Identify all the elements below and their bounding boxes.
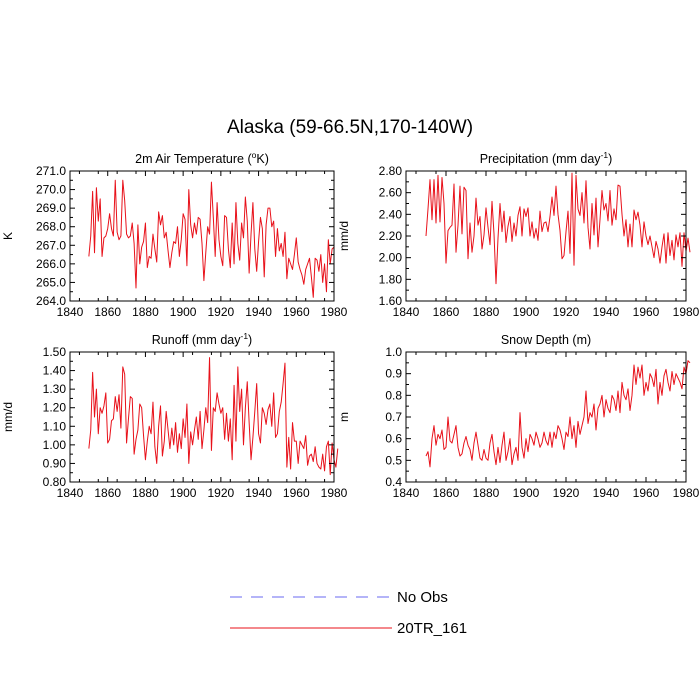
x-tick-label: 1960 xyxy=(283,486,310,500)
x-tick-label: 1940 xyxy=(245,486,272,500)
panel-title: 2m Air Temperature (oK) xyxy=(135,150,269,166)
panel-runoff: Runoff (mm day-1) mm/d 1840 1860 1880 1900 192… xyxy=(1,331,348,500)
series-line-snow xyxy=(425,360,691,468)
series-line-temperature xyxy=(88,179,335,298)
series-line-runoff xyxy=(88,357,339,476)
x-tick-label: 1960 xyxy=(633,486,660,500)
y-tick-label: 269.0 xyxy=(36,201,66,215)
series-line-precipitation xyxy=(425,172,691,285)
x-tick-label: 1920 xyxy=(208,486,235,500)
x-tick-label: 1900 xyxy=(170,305,197,319)
x-tick-label: 1960 xyxy=(283,305,310,319)
x-tick-label: 1860 xyxy=(433,486,460,500)
y-tick-label: 1.10 xyxy=(43,419,67,433)
y-axis-label: K xyxy=(1,232,15,240)
x-tick-label: 1940 xyxy=(593,305,620,319)
x-tick-label: 1940 xyxy=(245,305,272,319)
x-tick-label: 1860 xyxy=(94,486,121,500)
y-axis-label: mm/d xyxy=(337,221,351,251)
panel-title: Runoff (mm day-1) xyxy=(152,331,252,347)
y-tick-label: 268.0 xyxy=(36,220,66,234)
x-tick-label: 1840 xyxy=(57,305,84,319)
x-tick-label: 1900 xyxy=(513,305,540,319)
y-axis-label: mm/d xyxy=(1,402,15,432)
legend: No Obs 20TR_161 xyxy=(230,589,467,637)
y-tick-label: 0.8 xyxy=(385,388,402,402)
y-tick-label: 271.0 xyxy=(36,164,66,178)
legend-label: 20TR_161 xyxy=(397,620,467,637)
figure-title: Alaska (59-66.5N,170-140W) xyxy=(227,117,473,138)
plot-frame xyxy=(69,170,335,302)
x-tick-label: 1960 xyxy=(633,305,660,319)
x-tick-label: 1840 xyxy=(57,486,84,500)
panel-title: Precipitation (mm day-1) xyxy=(480,150,613,166)
y-tick-label: 0.90 xyxy=(43,456,67,470)
y-tick-label: 2.80 xyxy=(379,164,403,178)
y-tick-label: 264.0 xyxy=(36,294,66,308)
x-tick-label: 1900 xyxy=(170,486,197,500)
y-axis-label: m xyxy=(337,412,351,422)
x-tick-label: 1940 xyxy=(593,486,620,500)
x-tick-label: 1980 xyxy=(673,305,700,319)
legend-label: No Obs xyxy=(397,589,448,606)
x-tick-label: 1980 xyxy=(321,486,348,500)
y-tick-label: 0.5 xyxy=(385,453,402,467)
panels: 2m Air Temperature (oK) K 1840 1860 1880 1900… xyxy=(1,150,700,500)
y-tick-label: 1.0 xyxy=(385,345,402,359)
panel-precipitation: Precipitation (mm day-1) mm/d 1840 1860 1880… xyxy=(337,150,700,319)
y-tick-label: 2.20 xyxy=(379,229,403,243)
x-tick-label: 1880 xyxy=(132,486,159,500)
y-tick-label: 2.40 xyxy=(379,207,403,221)
panel-snow: Snow Depth (m) m 1840 1860 1880 1900 1920 1940 1… xyxy=(337,333,700,500)
x-tick-label: 1880 xyxy=(473,305,500,319)
x-tick-label: 1860 xyxy=(433,305,460,319)
y-tick-label: 266.0 xyxy=(36,257,66,271)
plot-frame xyxy=(69,351,335,483)
x-tick-label: 1980 xyxy=(673,486,700,500)
y-tick-label: 267.0 xyxy=(36,238,66,252)
x-tick-label: 1880 xyxy=(132,305,159,319)
y-tick-label: 1.80 xyxy=(379,272,403,286)
x-tick-label: 1880 xyxy=(473,486,500,500)
y-tick-label: 270.0 xyxy=(36,183,66,197)
x-tick-label: 1840 xyxy=(393,305,420,319)
x-tick-label: 1980 xyxy=(321,305,348,319)
y-tick-label: 0.4 xyxy=(385,475,402,489)
x-tick-label: 1920 xyxy=(208,305,235,319)
x-tick-label: 1900 xyxy=(513,486,540,500)
x-tick-label: 1840 xyxy=(393,486,420,500)
legend-item: 20TR_161 xyxy=(230,620,467,637)
y-tick-label: 1.00 xyxy=(43,438,67,452)
x-tick-label: 1860 xyxy=(94,305,121,319)
y-tick-label: 1.30 xyxy=(43,382,67,396)
x-tick-label: 1920 xyxy=(553,305,580,319)
y-tick-label: 1.60 xyxy=(379,294,403,308)
y-tick-label: 0.6 xyxy=(385,432,402,446)
panel-temperature: 2m Air Temperature (oK) K 1840 1860 1880 1900… xyxy=(1,150,348,319)
legend-item: No Obs xyxy=(230,589,448,606)
y-tick-label: 2.00 xyxy=(379,251,403,265)
y-tick-label: 1.50 xyxy=(43,345,67,359)
y-tick-label: 0.9 xyxy=(385,367,402,381)
y-tick-label: 1.20 xyxy=(43,401,67,415)
y-tick-label: 265.0 xyxy=(36,275,66,289)
y-tick-label: 0.7 xyxy=(385,410,402,424)
y-tick-label: 1.40 xyxy=(43,364,67,378)
x-tick-label: 1920 xyxy=(553,486,580,500)
y-tick-label: 2.60 xyxy=(379,186,403,200)
panel-title: Snow Depth (m) xyxy=(501,333,591,347)
y-tick-label: 0.80 xyxy=(43,475,67,489)
